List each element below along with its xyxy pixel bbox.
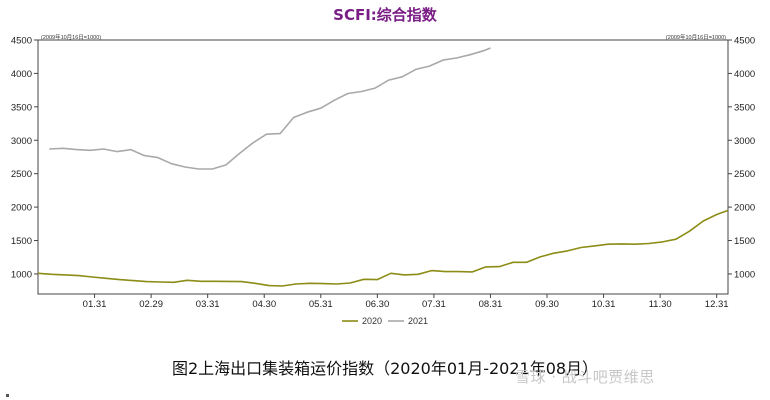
plot-frame bbox=[37, 39, 729, 295]
legend-label-2020: 2020 bbox=[362, 316, 382, 326]
y-tick-label-left: 3000 bbox=[11, 136, 32, 147]
x-tick-label: 09.30 bbox=[535, 299, 559, 310]
series-layer bbox=[37, 47, 729, 287]
axes: 1000 1000 1500 1500 2000 2000 2500 2500 3000 3000… bbox=[11, 36, 755, 311]
x-tick-label: 12.31 bbox=[705, 299, 729, 310]
y-tick-label-right: 2500 bbox=[734, 169, 755, 180]
y-tick-label-right: 4000 bbox=[734, 69, 755, 80]
y-tick-label-right: 3500 bbox=[734, 102, 755, 113]
y-tick-label-left: 1500 bbox=[11, 236, 32, 247]
y-tick-label-left: 4000 bbox=[11, 69, 32, 80]
y-tick-label-right: 1500 bbox=[734, 236, 755, 247]
watermark-text: 雪球 · 战斗吧贾维思 bbox=[515, 368, 655, 386]
legend: 2020 2021 bbox=[342, 316, 428, 326]
scfi-chart: SCFI:综合指数 (2009年10月16日=1000) (2009年10月16… bbox=[11, 6, 755, 326]
figure-caption: 图2上海出口集装箱运价指数（2020年01月-2021年08月） bbox=[171, 359, 599, 378]
y-tick-label-left: 2500 bbox=[11, 169, 32, 180]
y-tick-label-left: 1000 bbox=[11, 269, 32, 280]
y-tick-label-right: 1000 bbox=[734, 269, 755, 280]
y-tick-label-left: 4500 bbox=[11, 36, 32, 47]
decorative-dot bbox=[6, 394, 9, 397]
chart-title: SCFI:综合指数 bbox=[333, 6, 438, 24]
x-tick-label: 08.31 bbox=[479, 299, 503, 310]
legend-label-2021: 2021 bbox=[408, 316, 428, 326]
x-tick-label: 11.30 bbox=[649, 299, 672, 310]
left-axis-note: (2009年10月16日=1000) bbox=[41, 33, 101, 41]
right-axis-note: (2009年10月16日=1000) bbox=[666, 33, 726, 41]
y-tick-label-right: 2000 bbox=[734, 203, 755, 214]
x-tick-label: 07.31 bbox=[422, 299, 446, 310]
x-tick-label: 01.31 bbox=[83, 299, 107, 310]
x-tick-label: 06.30 bbox=[365, 299, 389, 310]
y-tick-label-right: 4500 bbox=[734, 36, 755, 47]
x-tick-label: 04.30 bbox=[252, 299, 276, 310]
x-tick-label: 05.31 bbox=[309, 299, 333, 310]
series-line-2021 bbox=[49, 47, 491, 170]
x-tick-label: 02.29 bbox=[139, 299, 163, 310]
y-tick-label-right: 3000 bbox=[734, 136, 755, 147]
y-tick-label-left: 2000 bbox=[11, 203, 32, 214]
y-tick-label-left: 3500 bbox=[11, 102, 32, 113]
x-tick-label: 10.31 bbox=[592, 299, 616, 310]
series-line-2020 bbox=[37, 209, 729, 287]
x-tick-label: 03.31 bbox=[196, 299, 220, 310]
